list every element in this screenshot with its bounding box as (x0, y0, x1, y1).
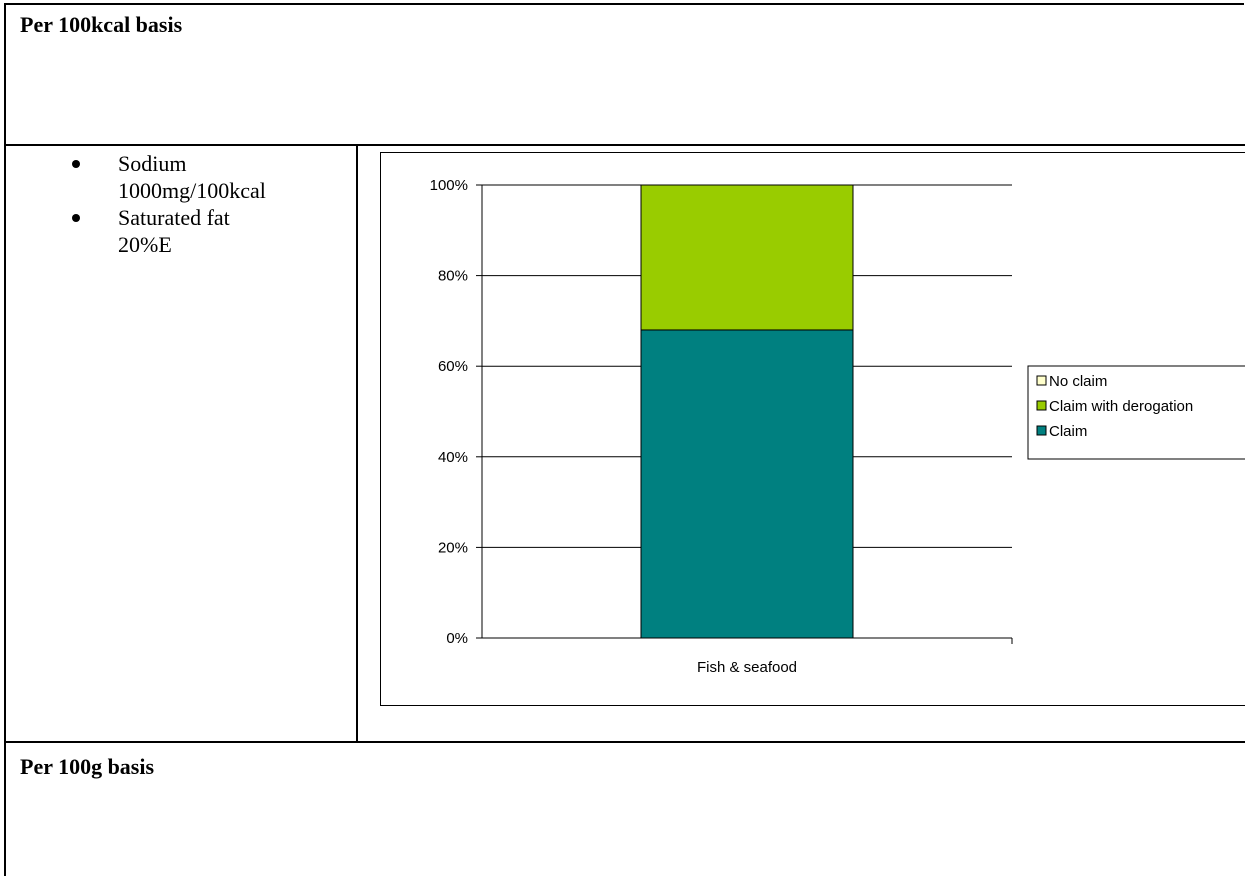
criteria-item: Sodium 1000mg/100kcal (72, 150, 266, 204)
bar-segment (640, 329, 854, 639)
chart-area: 0% 20% 40% 60% 80% 100% Fish & seafood No claim… (380, 152, 1245, 706)
criteria-value: 1000mg/100kcal (118, 178, 266, 203)
legend-swatch (1036, 400, 1047, 411)
criteria-list: Sodium 1000mg/100kcal Saturated fat 20%E (72, 150, 266, 258)
criteria-value: 20%E (118, 232, 172, 257)
legend-label: Claim with derogation (1049, 398, 1193, 415)
section-title-per-100g: Per 100g basis (20, 754, 155, 779)
bar-segment (640, 184, 854, 331)
bullet-icon (72, 160, 80, 168)
y-tick-label: 20% (438, 539, 468, 556)
y-tick-label: 100% (430, 177, 468, 194)
table-frame (4, 3, 1244, 876)
table-column-divider (356, 144, 358, 743)
y-tick-label: 0% (446, 630, 468, 647)
criteria-name: Sodium (118, 151, 187, 176)
legend-swatch (1036, 425, 1047, 436)
legend-label: Claim (1049, 423, 1087, 440)
y-tick-label: 40% (438, 449, 468, 466)
table-divider-top (4, 144, 1245, 146)
legend-box (1027, 365, 1245, 460)
bullet-icon (72, 214, 80, 222)
criteria-name: Saturated fat (118, 205, 230, 230)
y-tick-label: 60% (438, 358, 468, 375)
y-tick-label: 80% (438, 268, 468, 285)
table-divider-bottom (4, 741, 1245, 743)
x-tick-label: Fish & seafood (697, 659, 797, 676)
legend-label: No claim (1049, 373, 1107, 390)
stacked-bar-chart: 0% 20% 40% 60% 80% 100% Fish & seafood No claim… (430, 177, 1245, 676)
section-title-per-100kcal: Per 100kcal basis (20, 12, 183, 37)
criteria-item: Saturated fat 20%E (72, 204, 266, 258)
legend-swatch (1036, 375, 1047, 386)
